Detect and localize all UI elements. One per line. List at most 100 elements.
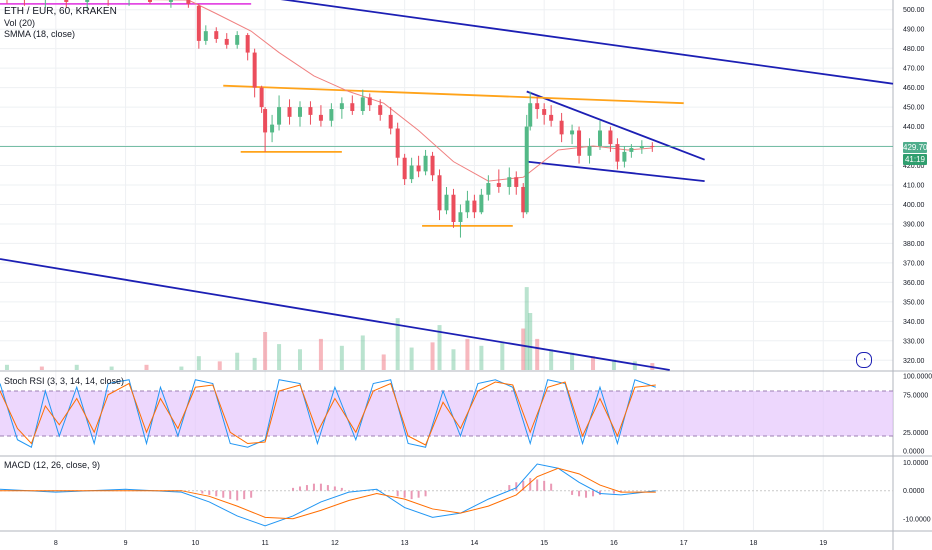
volume-bar (263, 332, 268, 370)
volume-bar (339, 345, 344, 370)
candle-body (496, 183, 501, 187)
price-tick-label: 390.00 (903, 221, 925, 228)
macd-histogram-bar (292, 487, 295, 491)
macd-histogram-bar (215, 490, 218, 497)
signal-line (0, 467, 656, 520)
macd-histogram-bar (598, 490, 601, 495)
volume-bar (430, 342, 435, 370)
volume-bar (500, 342, 505, 370)
candle-body (559, 120, 564, 135)
candle-body (549, 114, 554, 121)
candle-body (252, 52, 257, 88)
candle-body (402, 157, 407, 180)
macd-histogram-bar (340, 487, 343, 491)
time-tick-label: 16 (610, 540, 618, 547)
candle-body (378, 105, 383, 115)
time-tick-label: 11 (261, 540, 268, 547)
volume-bar (74, 364, 79, 370)
candle-body (147, 0, 152, 2)
volume-bar (39, 366, 44, 370)
price-tick-label: 450.00 (903, 105, 925, 112)
candle-body (639, 146, 644, 148)
volume-bar (252, 357, 257, 370)
price-tick-label: 350.00 (903, 299, 925, 306)
smma-label[interactable]: SMMA (18, close) (4, 29, 76, 39)
volume-bar (318, 338, 323, 370)
macd-histogram-bar (403, 490, 406, 498)
volume-bar (465, 338, 470, 370)
macd-label[interactable]: MACD (12, 26, close, 9) (4, 460, 101, 470)
macd-histogram-bar (508, 485, 511, 491)
macd-histogram-bar (536, 479, 539, 491)
candle-body (168, 0, 173, 2)
macd-histogram-bar (208, 490, 211, 495)
stoch-d-line (0, 381, 656, 446)
price-tick-label: 380.00 (903, 241, 925, 248)
volume-bar (297, 349, 302, 370)
macd-histogram-bar (515, 482, 518, 491)
time-tick-label: 18 (750, 540, 758, 547)
stoch-tick-label: 75.0000 (903, 392, 928, 399)
candle-body (186, 0, 191, 4)
time-tick-label: 8 (54, 540, 58, 547)
volume-bar (360, 335, 365, 370)
compare-icon[interactable]: ◔ (856, 352, 872, 368)
volume-bar (549, 349, 554, 370)
macd-histogram-bar (305, 485, 308, 491)
volume-bar (109, 366, 114, 370)
candle-body (196, 5, 201, 41)
stoch-band-fill (0, 391, 893, 436)
candle-body (224, 38, 229, 45)
macd-histogram-bar (612, 490, 615, 494)
price-tick-label: 330.00 (903, 338, 925, 345)
candle-body (277, 107, 282, 125)
macd-histogram-bar (522, 480, 525, 491)
candle-body (297, 107, 302, 117)
candle-body (608, 130, 613, 145)
macd-histogram-bar (250, 490, 253, 498)
level-line (223, 84, 684, 105)
macd-histogram-bar (201, 490, 204, 494)
price-tick-label: 460.00 (903, 85, 925, 92)
candle-body (350, 103, 355, 111)
macd-histogram-bar (229, 490, 232, 500)
stoch-tick-label: 25.0000 (903, 430, 928, 437)
candle-body (329, 109, 334, 121)
macd-tick-label: 0.0000 (903, 488, 925, 495)
price-tick-label: 490.00 (903, 27, 925, 34)
stoch-tick-label: 0.0000 (903, 449, 925, 456)
price-tick-label: 320.00 (903, 358, 925, 365)
stoch-label[interactable]: Stoch RSI (3, 3, 14, 14, close) (4, 376, 125, 386)
candle-body (416, 165, 421, 172)
candle-body (235, 35, 240, 45)
volume-bar (217, 361, 222, 370)
volume-bar (535, 338, 540, 370)
time-tick-label: 17 (680, 540, 688, 547)
stoch-tick-label: 100.0000 (903, 374, 932, 381)
candle-body (577, 130, 582, 156)
macd-histogram-bar (298, 486, 301, 491)
countdown-tag: 41:19 (903, 154, 927, 165)
volume-bar (570, 352, 575, 370)
price-tick-label: 480.00 (903, 46, 925, 53)
price-tick-label: 500.00 (903, 7, 925, 14)
symbol-label[interactable]: ETH / EUR, 60, KRAKEN (4, 6, 117, 17)
volume-bar (521, 328, 526, 370)
candle-body (542, 109, 547, 115)
macd-histogram-bar (396, 490, 399, 497)
candle-body (458, 212, 463, 222)
macd-histogram-bar (333, 486, 336, 491)
macd-histogram-bar (243, 490, 246, 500)
vol-label[interactable]: Vol (20) (4, 18, 36, 28)
candle-body (409, 165, 414, 180)
candle-body (622, 151, 627, 162)
candle-body (629, 148, 634, 152)
candle-body (465, 200, 470, 213)
price-tick-label: 340.00 (903, 319, 925, 326)
volume-bar (591, 356, 596, 370)
candle-body (367, 97, 372, 106)
macd-histogram-bar (424, 490, 427, 497)
macd-histogram-bar (319, 483, 322, 491)
candle-body (514, 177, 519, 187)
